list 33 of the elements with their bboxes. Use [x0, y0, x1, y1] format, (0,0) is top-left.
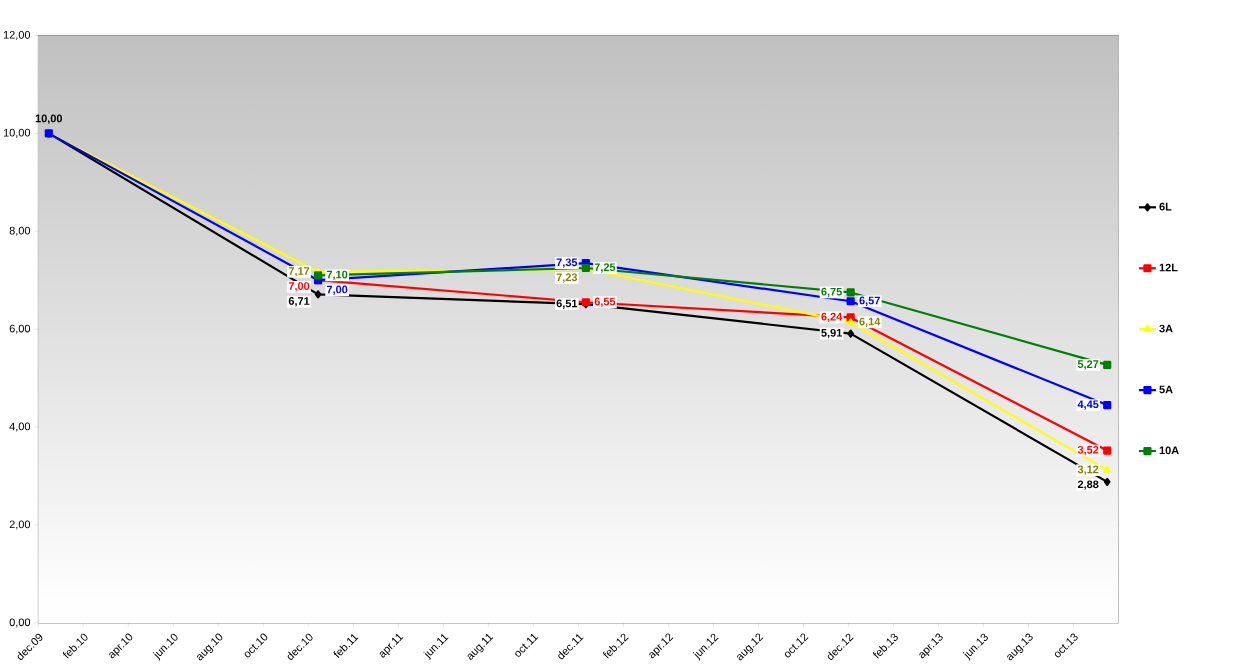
data-label: 6,57	[859, 296, 880, 306]
data-label: 7,17	[288, 267, 310, 277]
data-label: 4,45	[1077, 400, 1099, 410]
data-label: 6,75	[821, 287, 842, 298]
legend-label: 6L	[1159, 202, 1172, 211]
y-tick-label: 12,00	[3, 30, 31, 40]
y-tick-label: 4,00	[9, 422, 31, 432]
legend-label: 12L	[1159, 263, 1178, 272]
data-label: 3,12	[1077, 465, 1099, 475]
data-label: 7,25	[594, 263, 616, 273]
data-label: 6,71	[288, 297, 310, 307]
data-label: 6,24	[821, 312, 843, 322]
data-label: 7,23	[556, 273, 578, 283]
data-label: 5,27	[1077, 360, 1099, 370]
y-tick-label: 10,00	[3, 128, 31, 138]
data-label: 5,91	[821, 328, 842, 339]
data-label: 7,00	[288, 282, 310, 292]
data-label: 6,14	[859, 317, 881, 327]
legend-label: 5A	[1159, 385, 1173, 394]
data-label: 7,00	[326, 285, 348, 295]
data-label: 7,35	[556, 258, 578, 268]
y-tick-label: 0,00	[9, 618, 31, 628]
data-label: 10,00	[35, 114, 63, 124]
legend-label: 10A	[1159, 446, 1179, 455]
y-tick-label: 6,00	[9, 324, 31, 334]
data-label: 3,52	[1077, 445, 1099, 456]
data-label: 6,51	[556, 299, 578, 309]
y-tick-label: 8,00	[9, 226, 31, 236]
legend-label: 3A	[1159, 324, 1173, 333]
data-label: 2,88	[1077, 480, 1099, 490]
data-label: 7,10	[326, 270, 348, 280]
data-label: 6,55	[594, 297, 616, 307]
y-tick-label: 2,00	[9, 520, 31, 530]
